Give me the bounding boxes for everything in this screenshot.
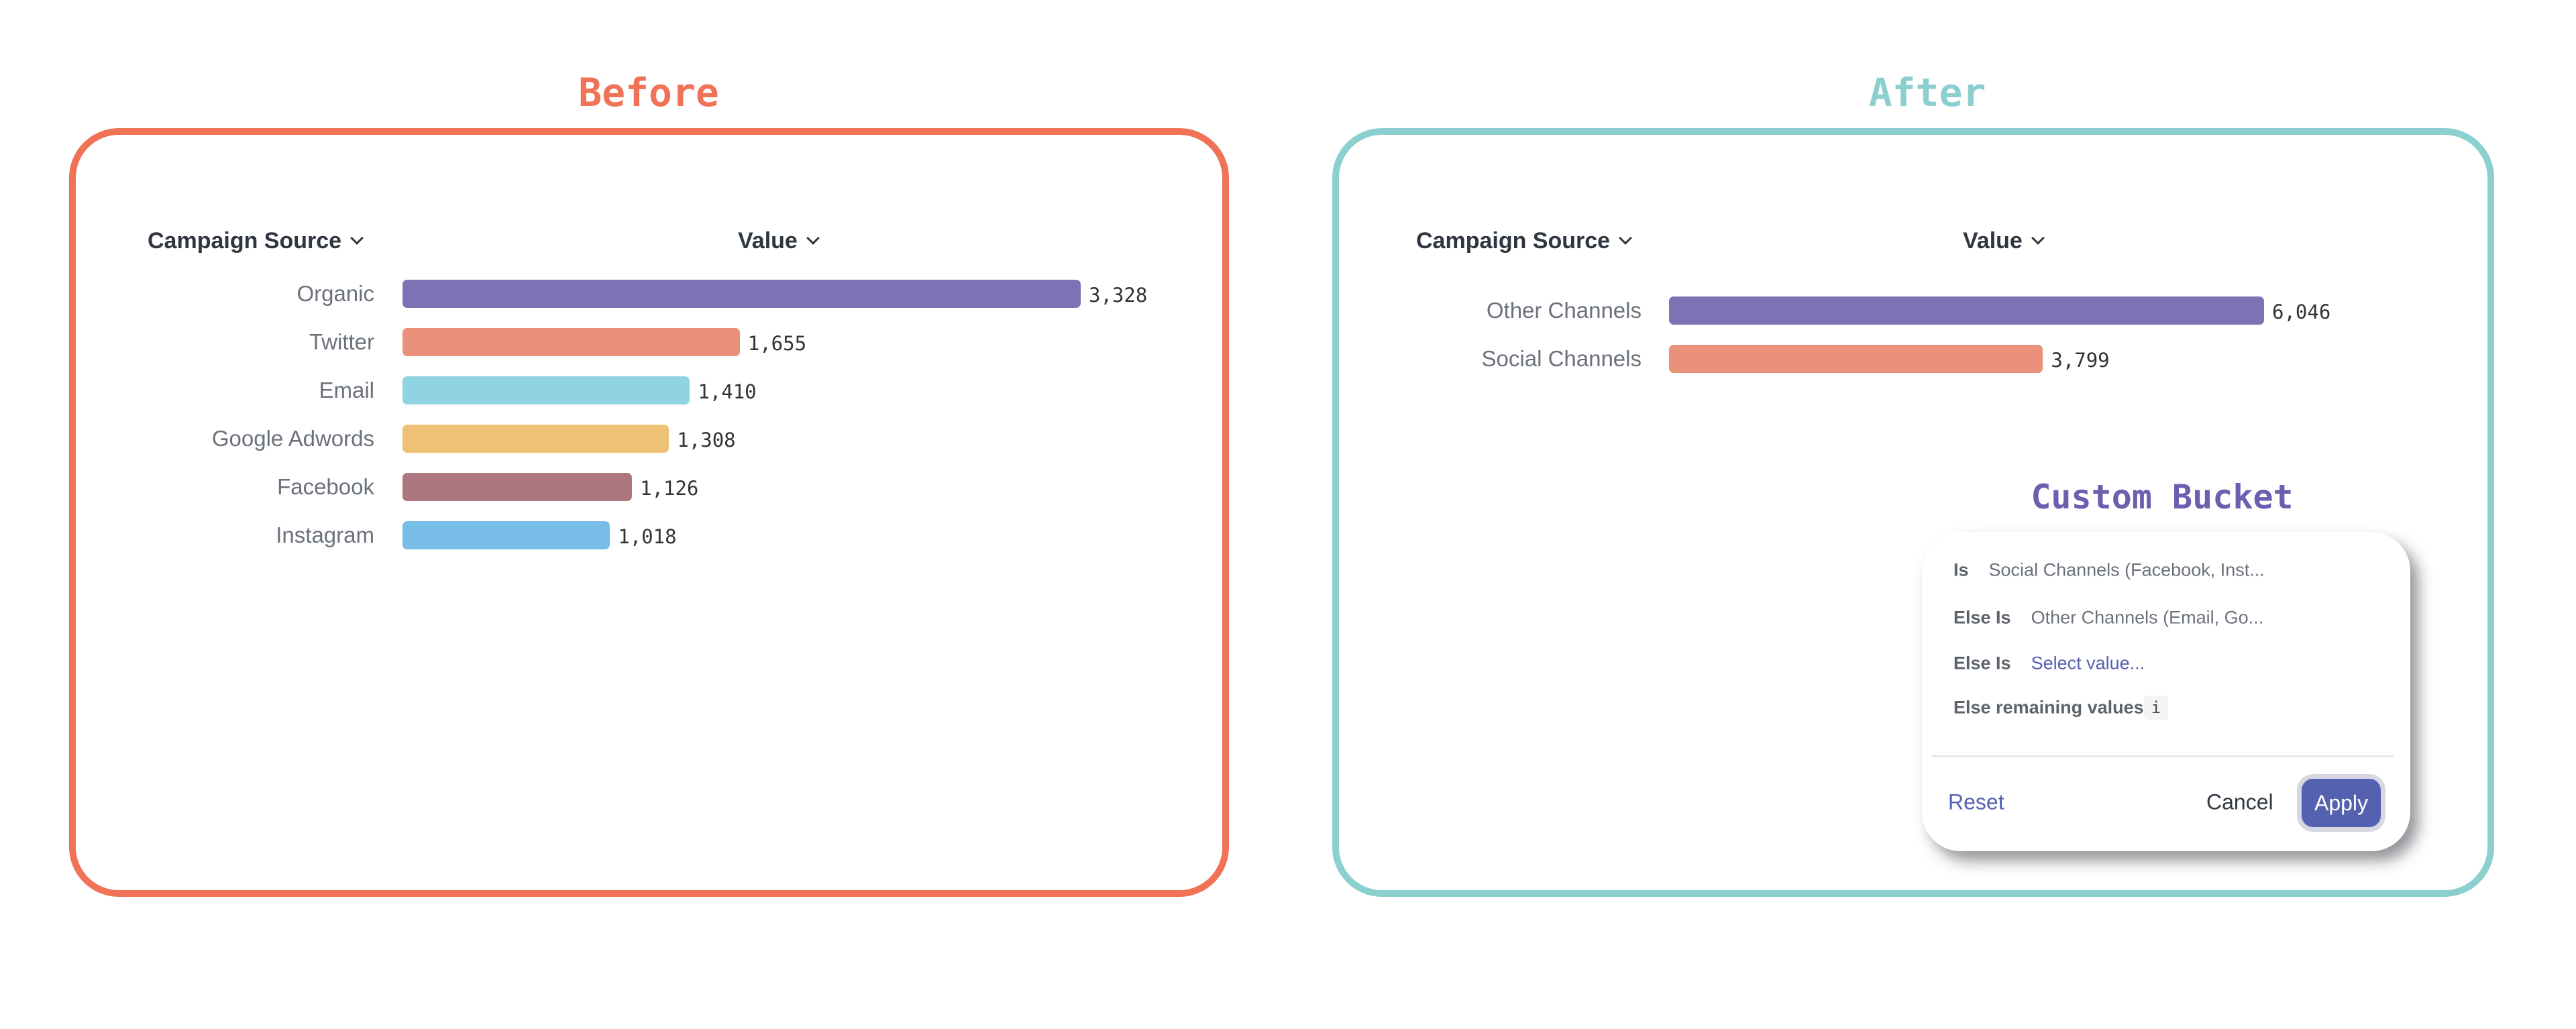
bar[interactable]	[402, 521, 610, 549]
cancel-button[interactable]: Cancel	[2206, 790, 2273, 814]
value-label: 3,328	[1089, 284, 1148, 307]
bar[interactable]	[402, 473, 633, 501]
value-label: 1,308	[677, 429, 736, 451]
bucket-row-label: Else Is	[1953, 653, 2011, 673]
value-label: 3,799	[2051, 349, 2110, 372]
value-label: 1,126	[640, 477, 699, 500]
dimension-header-dropdown[interactable]: Campaign Source	[1416, 228, 1632, 254]
bar[interactable]	[402, 280, 1081, 308]
divider	[1932, 755, 2394, 757]
select-value-link[interactable]: Select value...	[2031, 653, 2145, 673]
before-title: Before	[578, 70, 719, 115]
chevron-down-icon	[1619, 231, 1632, 245]
value-label: 1,018	[618, 525, 677, 548]
bucket-row-value: Other Channels (Email, Go...	[2031, 607, 2264, 628]
chevron-down-icon	[2031, 231, 2045, 245]
value-label: 6,046	[2272, 301, 2331, 323]
measure-header-label: Value	[738, 228, 798, 254]
category-label: Instagram	[276, 523, 374, 547]
before-panel	[69, 128, 1229, 897]
bucket-row-label: Is	[1953, 559, 1969, 580]
chevron-down-icon	[806, 231, 820, 245]
info-icon[interactable]: i	[2144, 696, 2168, 720]
category-label: Facebook	[277, 474, 374, 499]
bar[interactable]	[1669, 296, 2264, 325]
bucket-row-1[interactable]: Is Social Channels (Facebook, Inst...	[1953, 560, 2265, 581]
after-title: After	[1868, 70, 1986, 115]
measure-header-dropdown[interactable]: Value	[738, 228, 820, 254]
measure-header-label: Value	[1963, 228, 2023, 254]
dimension-header-label: Campaign Source	[1416, 228, 1611, 254]
bucket-row-3[interactable]: Else Is Select value...	[1953, 653, 2145, 674]
category-label: Other Channels	[1486, 298, 1642, 323]
custom-bucket-title: Custom Bucket	[2031, 478, 2294, 517]
measure-header-dropdown[interactable]: Value	[1963, 228, 2045, 254]
category-label: Twitter	[309, 329, 374, 354]
apply-button[interactable]: Apply	[2297, 774, 2385, 832]
reset-button[interactable]: Reset	[1948, 790, 2004, 814]
after-panel	[1332, 128, 2494, 897]
bucket-row-2[interactable]: Else Is Other Channels (Email, Go...	[1953, 608, 2263, 629]
bar[interactable]	[402, 328, 740, 356]
dimension-header-dropdown[interactable]: Campaign Source	[148, 228, 364, 254]
bar[interactable]	[402, 425, 669, 453]
bar[interactable]	[402, 376, 690, 404]
bucket-row-value: Social Channels (Facebook, Inst...	[1988, 559, 2265, 580]
chevron-down-icon	[350, 231, 364, 245]
value-label: 1,410	[698, 380, 757, 403]
category-label: Social Channels	[1481, 346, 1642, 371]
category-label: Email	[319, 378, 374, 402]
bar[interactable]	[1669, 345, 2043, 373]
category-label: Organic	[297, 281, 374, 306]
else-remaining-label: Else remaining values	[1953, 697, 2144, 718]
bucket-row-label: Else Is	[1953, 607, 2011, 628]
category-label: Google Adwords	[211, 426, 374, 451]
value-label: 1,655	[747, 332, 807, 355]
dimension-header-label: Campaign Source	[148, 228, 342, 254]
